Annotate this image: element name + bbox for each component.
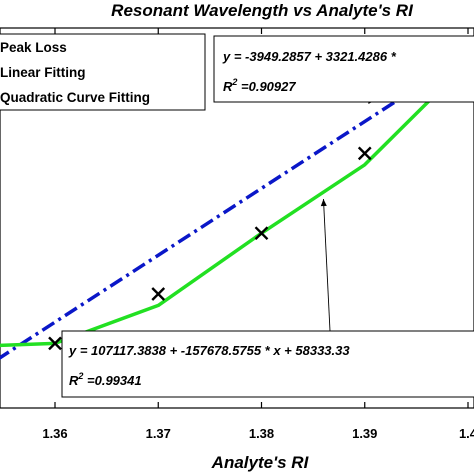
legend-entry-quadratic-fitting: Quadratic Curve Fitting [0,90,150,105]
quadratic-r2-prefix: R [69,373,79,388]
quadratic-equation-text: y = 107117.3838 + -157678.5755 * x + 583… [68,343,350,358]
x-axis-label: Analyte's RI [211,453,310,472]
x-tick-label: 1.37 [146,426,171,441]
legend-entry-peak-loss: Peak Loss [0,40,67,55]
annotation-quadratic-fit: y = 107117.3838 + -157678.5755 * x + 583… [61,330,474,398]
quadratic-r2-superscript: 2 [77,371,83,381]
x-axis-ticks: 1.36 1.37 1.38 1.39 1.4 [42,28,474,441]
quadratic-r2-text: R2 =0.99341 [69,371,142,388]
arrow-to-quadratic-fit [320,198,331,332]
quadratic-fitting-series [0,60,470,348]
chart-title: Resonant Wavelength vs Analyte's RI [111,1,414,20]
peak-loss-marker [357,146,372,161]
peak-loss-marker [151,287,166,301]
linear-fitting-line [0,53,469,360]
legend-box [0,33,206,111]
x-tick-label: 1.38 [249,426,274,441]
quadratic-fitting-line [0,60,470,348]
linear-fitting-series [0,53,469,360]
linear-r2-prefix: R [223,79,233,94]
annotation-linear-fit: y = -3949.2857 + 3321.4286 * R2 =0.90927 [213,35,474,103]
x-tick-label: 1.4 [459,426,474,441]
annotation-box-linear [213,35,474,103]
linear-r2-text: R2 =0.90927 [223,77,296,94]
plot-frame [0,27,474,409]
linear-r2-value: =0.90927 [237,79,296,94]
legend-entry-linear-fitting: Linear Fitting [0,65,86,80]
quadratic-r2-value: =0.99341 [83,373,141,388]
peak-loss-series [48,70,474,351]
annotation-box-quadratic [61,330,474,398]
x-tick-label: 1.39 [352,426,377,441]
peak-loss-marker [254,226,269,241]
x-tick-label: 1.36 [42,426,67,441]
legend: Peak Loss Linear Fitting Quadratic Curve… [0,33,206,111]
peak-loss-marker [48,336,62,351]
linear-r2-superscript: 2 [231,77,237,87]
linear-equation-text: y = -3949.2857 + 3321.4286 * [222,49,397,64]
